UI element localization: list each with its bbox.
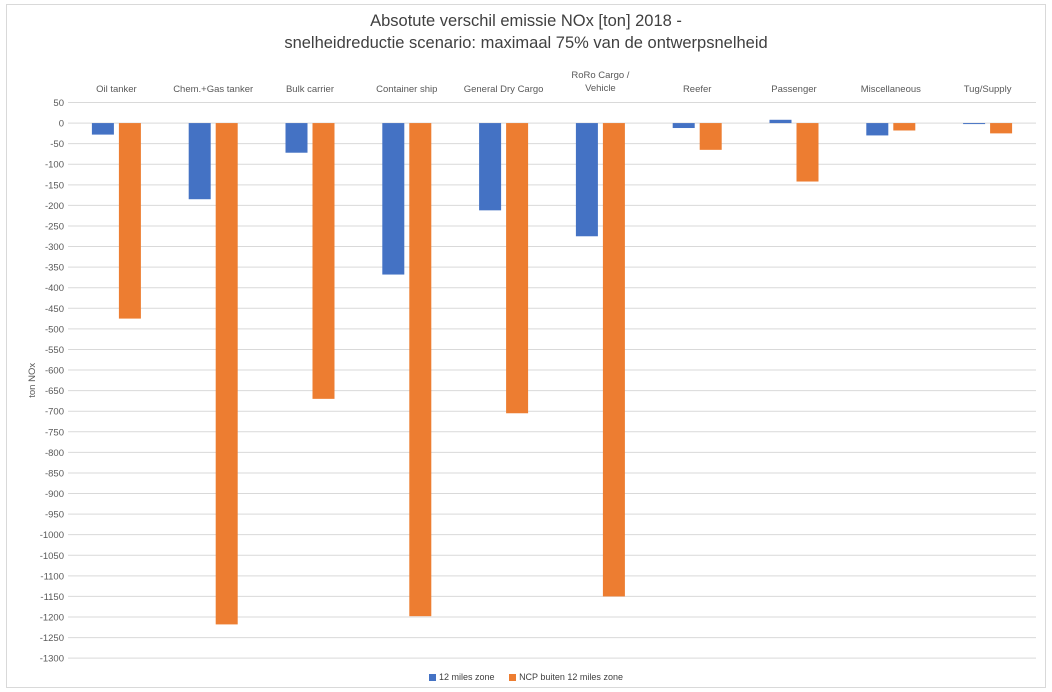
y-tick-label: -300 xyxy=(45,242,64,253)
y-tick-label: -700 xyxy=(45,407,64,418)
bar-ncp xyxy=(312,123,335,399)
bar-ncp xyxy=(699,123,722,150)
legend-label-ncp: NCP buiten 12 miles zone xyxy=(519,672,623,682)
bar-12-miles xyxy=(479,123,502,211)
bar-ncp xyxy=(215,123,238,625)
chart-title-line-1: Absotute verschil emissie NOx [ton] 2018… xyxy=(370,12,682,30)
y-tick-label: -1000 xyxy=(40,530,64,541)
category-label: General Dry Cargo xyxy=(464,84,544,95)
bar-ncp xyxy=(893,123,916,131)
bar-ncp xyxy=(118,123,141,319)
category-label: RoRo Cargo / xyxy=(571,70,629,81)
bar-12-miles xyxy=(963,123,986,125)
y-tick-label: -600 xyxy=(45,366,64,377)
category-label: Reefer xyxy=(683,84,712,95)
bar-12-miles xyxy=(866,123,889,136)
y-tick-label: -350 xyxy=(45,263,64,274)
category-label: Bulk carrier xyxy=(286,84,334,95)
category-label: Container ship xyxy=(376,84,437,95)
y-tick-label: -1250 xyxy=(40,633,64,644)
legend-item-ncp: NCP buiten 12 miles zone xyxy=(509,672,623,682)
category-label: Vehicle xyxy=(585,83,616,94)
legend-swatch-ncp xyxy=(509,674,517,681)
legend-swatch-12-miles xyxy=(429,674,437,681)
bar-12-miles xyxy=(285,123,308,153)
chart-title-line-2: snelheidreductie scenario: maximaal 75% … xyxy=(284,34,768,52)
bar-ncp xyxy=(602,123,625,597)
y-tick-label: -450 xyxy=(45,304,64,315)
bar-ncp xyxy=(409,123,432,617)
y-tick-label: -1300 xyxy=(40,654,64,665)
y-tick-label: -1100 xyxy=(40,571,64,582)
y-tick-label: 0 xyxy=(59,119,64,130)
y-tick-label: -100 xyxy=(45,160,64,171)
y-tick-label: -1200 xyxy=(40,613,64,624)
category-label: Chem.+Gas tanker xyxy=(173,84,253,95)
category-label: Tug/Supply xyxy=(964,84,1012,95)
y-tick-label: -1050 xyxy=(40,551,64,562)
y-tick-label: -650 xyxy=(45,386,64,397)
y-tick-label: -1150 xyxy=(40,592,64,603)
chart-legend: 12 miles zone NCP buiten 12 miles zone xyxy=(0,672,1052,682)
y-tick-label: -900 xyxy=(45,489,64,500)
bar-12-miles xyxy=(188,123,211,200)
bar-ncp xyxy=(506,123,529,414)
legend-item-12-miles: 12 miles zone xyxy=(429,672,495,682)
bar-12-miles xyxy=(769,119,792,124)
y-tick-label: -850 xyxy=(45,468,64,479)
bar-12-miles xyxy=(575,123,598,237)
y-tick-label: -750 xyxy=(45,427,64,438)
category-label: Miscellaneous xyxy=(861,84,921,95)
y-tick-label: 50 xyxy=(53,98,64,109)
bar-ncp xyxy=(990,123,1013,134)
category-label: Oil tanker xyxy=(96,84,137,95)
y-tick-label: -200 xyxy=(45,201,64,212)
y-tick-label: -150 xyxy=(45,180,64,191)
y-tick-label: -50 xyxy=(50,139,64,150)
legend-label-12-miles: 12 miles zone xyxy=(439,672,495,682)
y-axis-label: ton NOx xyxy=(27,363,38,398)
y-tick-label: -400 xyxy=(45,283,64,294)
category-label: Passenger xyxy=(771,84,816,95)
y-tick-label: -250 xyxy=(45,221,64,232)
y-tick-label: -550 xyxy=(45,345,64,356)
y-tick-label: -800 xyxy=(45,448,64,459)
y-tick-label: -500 xyxy=(45,324,64,335)
bar-12-miles xyxy=(382,123,405,275)
bar-12-miles xyxy=(91,123,114,135)
bar-ncp xyxy=(796,123,819,182)
y-tick-label: -950 xyxy=(45,510,64,521)
bar-12-miles xyxy=(672,123,695,129)
